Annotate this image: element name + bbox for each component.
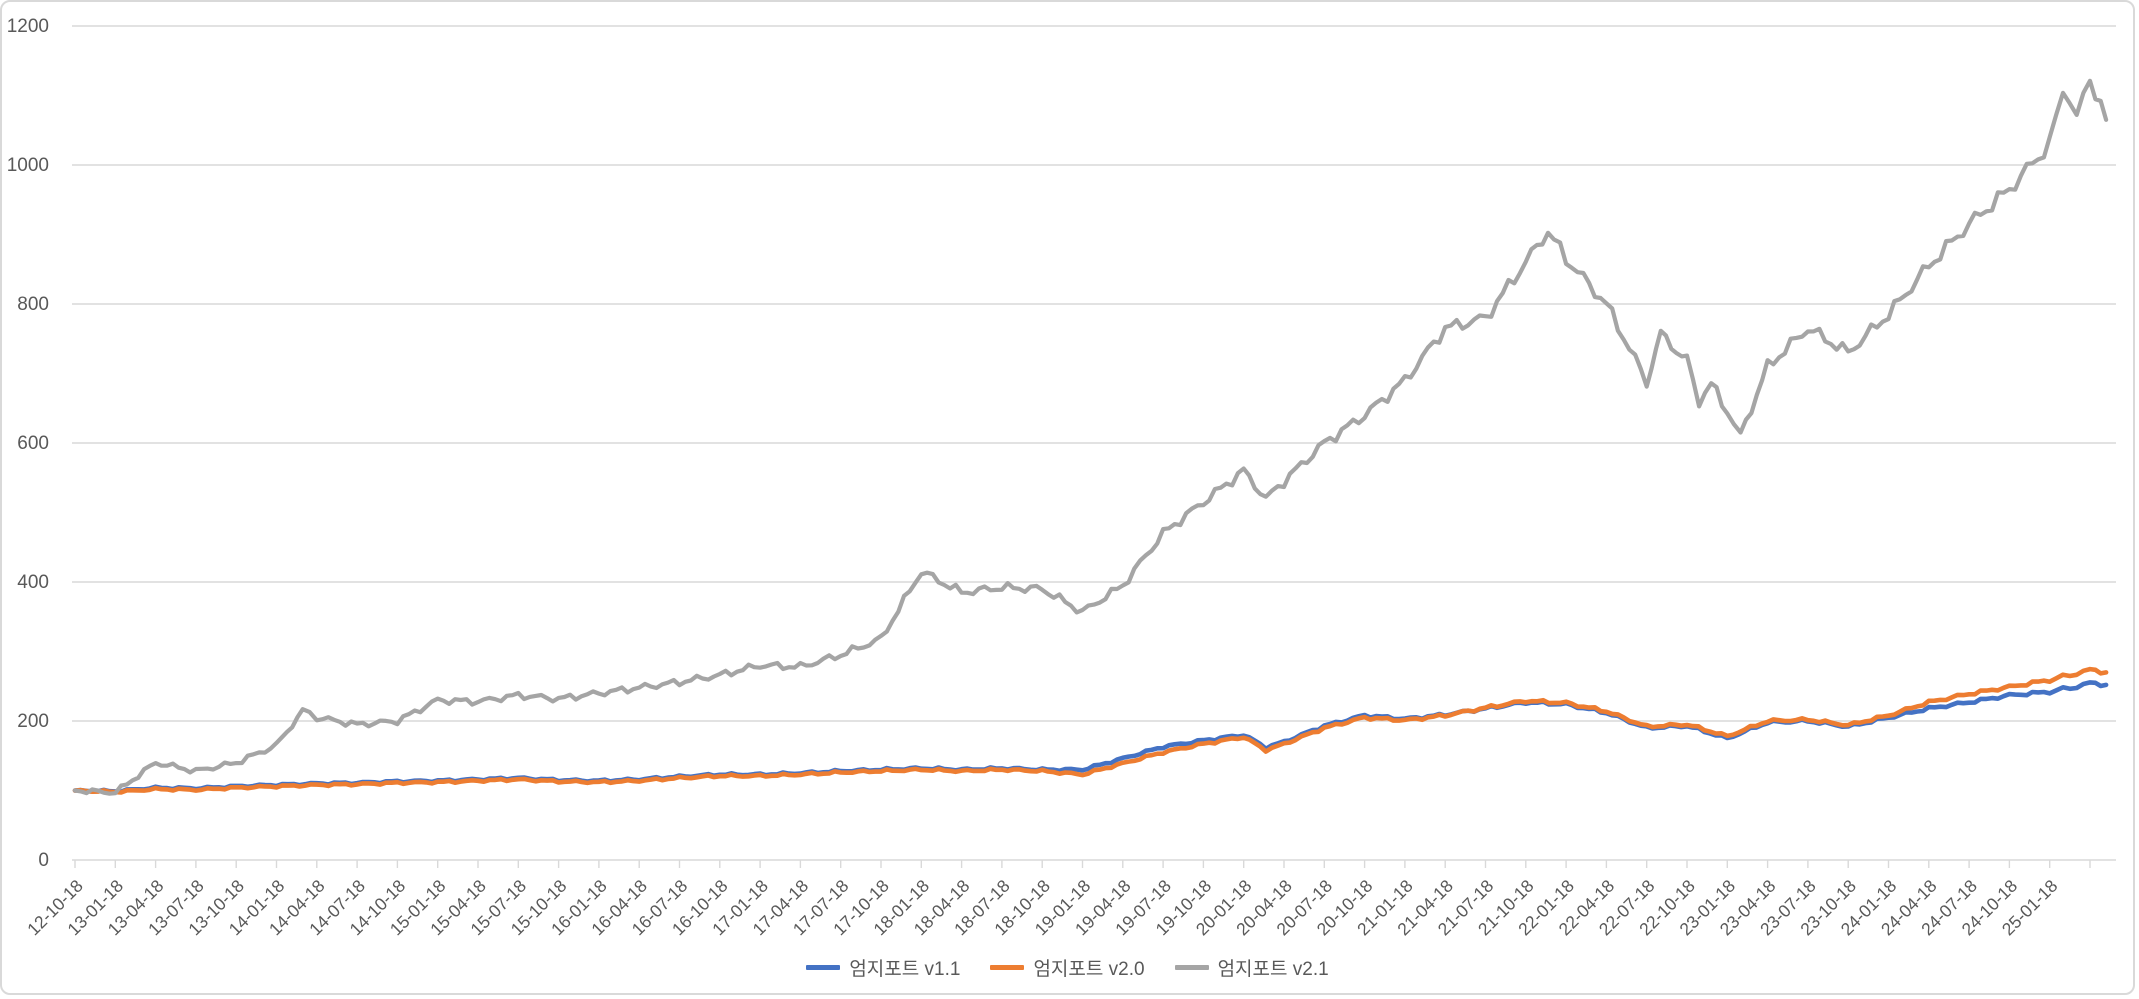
y-axis-label: 1000 bbox=[7, 155, 49, 176]
y-axis-label: 800 bbox=[17, 294, 49, 315]
series-line-v2-1 bbox=[72, 78, 2109, 796]
series-line-v2-0 bbox=[72, 666, 2109, 795]
y-axis-label: 0 bbox=[38, 850, 49, 871]
y-axis-label: 400 bbox=[17, 572, 49, 593]
legend-line-swatch-v2-1 bbox=[1174, 965, 1209, 970]
legend-item-v2-1[interactable]: 엄지포트 v2.1 bbox=[1174, 954, 1329, 981]
legend-item-v1-1[interactable]: 엄지포트 v1.1 bbox=[806, 954, 960, 981]
y-axis-label: 200 bbox=[17, 711, 49, 732]
legend-label: 엄지포트 v2.0 bbox=[1033, 959, 1145, 980]
legend-label: 엄지포트 v2.1 bbox=[1217, 959, 1329, 980]
y-axis-label: 1200 bbox=[7, 16, 49, 37]
legend-label: 엄지포트 v1.1 bbox=[849, 959, 961, 980]
legend-line-swatch-v2-0 bbox=[990, 965, 1025, 970]
series-line-v1-1 bbox=[72, 680, 2109, 794]
legend-item-v2-0[interactable]: 엄지포트 v2.0 bbox=[990, 954, 1145, 981]
legend-line-swatch-v1-1 bbox=[806, 965, 841, 970]
y-axis-label: 600 bbox=[17, 433, 49, 454]
chart-legend: 엄지포트 v1.1 엄지포트 v2.0 엄지포트 v2.1 bbox=[2, 954, 2133, 981]
